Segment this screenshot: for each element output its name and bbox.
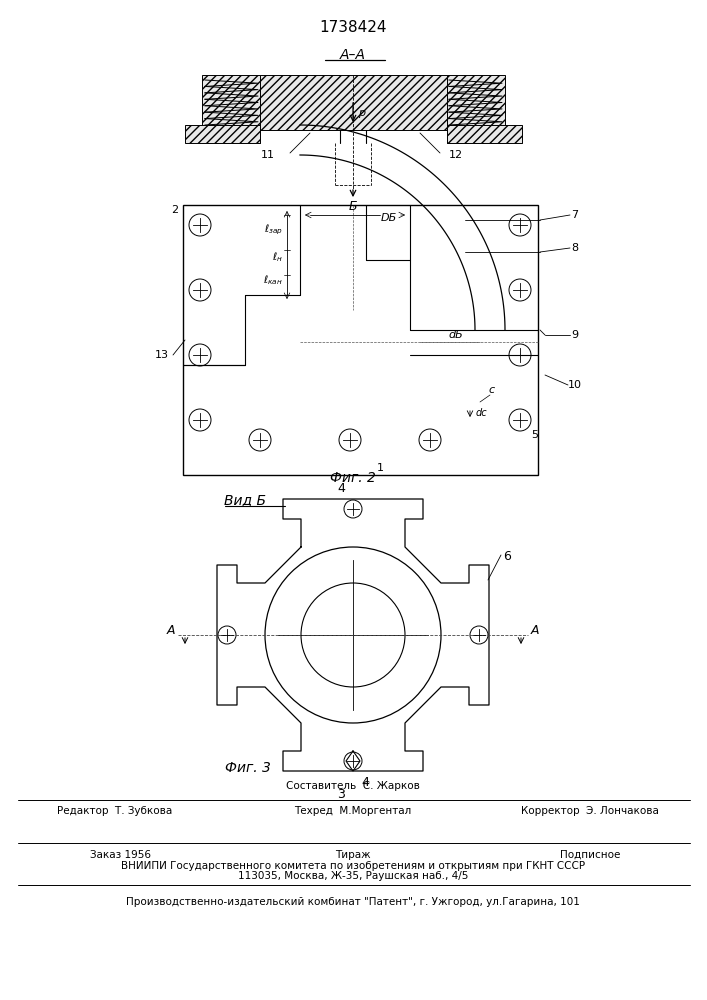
- Text: 3: 3: [337, 788, 345, 802]
- Bar: [183, 205, 538, 475]
- Text: 5: 5: [532, 430, 539, 440]
- Text: 2: 2: [171, 205, 179, 215]
- Text: Тираж: Тираж: [335, 850, 370, 860]
- Text: Фиг. 2: Фиг. 2: [330, 471, 376, 485]
- Text: 1: 1: [377, 463, 383, 473]
- Bar: [447, 75, 505, 130]
- Text: 1738424: 1738424: [320, 20, 387, 35]
- Text: A: A: [531, 624, 539, 637]
- Text: c: c: [489, 385, 495, 395]
- Text: A–A: A–A: [340, 48, 366, 62]
- Text: 113035, Москва, Ж-35, Раушская наб., 4/5: 113035, Москва, Ж-35, Раушская наб., 4/5: [238, 871, 468, 881]
- Bar: [260, 75, 447, 130]
- Text: A: A: [167, 624, 175, 637]
- Text: 13: 13: [155, 350, 169, 360]
- Bar: [447, 130, 505, 143]
- Bar: [447, 125, 522, 143]
- Text: ВНИИПИ Государственного комитета по изобретениям и открытиям при ГКНТ СССР: ВНИИПИ Государственного комитета по изоб…: [121, 861, 585, 871]
- Text: Техред  М.Моргентал: Техред М.Моргентал: [294, 806, 411, 816]
- Text: Редактор  Т. Зубкова: Редактор Т. Зубкова: [57, 806, 173, 816]
- Bar: [202, 130, 260, 143]
- Text: dБ: dБ: [449, 330, 463, 340]
- Text: Производственно-издательский комбинат "Патент", г. Ужгород, ул.Гагарина, 101: Производственно-издательский комбинат "П…: [126, 897, 580, 907]
- Text: 10: 10: [568, 380, 582, 390]
- Text: Составитель  С. Жарков: Составитель С. Жарков: [286, 781, 420, 791]
- Text: 11: 11: [261, 150, 275, 160]
- Text: DБ: DБ: [381, 213, 397, 223]
- Text: 4: 4: [337, 483, 345, 495]
- Text: dс: dс: [476, 408, 488, 418]
- Text: 7: 7: [571, 210, 578, 220]
- Text: Фиг. 3: Фиг. 3: [225, 761, 271, 775]
- Text: 6: 6: [503, 550, 511, 564]
- Bar: [185, 125, 260, 143]
- Text: $\ell_{зар}$: $\ell_{зар}$: [264, 223, 283, 237]
- Text: 8: 8: [571, 243, 578, 253]
- Text: Заказ 1956: Заказ 1956: [90, 850, 151, 860]
- Text: Вид Б: Вид Б: [224, 493, 266, 507]
- Text: 12: 12: [449, 150, 463, 160]
- Text: Б: Б: [349, 200, 357, 214]
- Text: $\ell_{н}$: $\ell_{н}$: [272, 250, 283, 264]
- Text: Подписное: Подписное: [560, 850, 620, 860]
- Bar: [202, 75, 260, 130]
- Text: р: р: [358, 108, 365, 118]
- Text: 4: 4: [361, 776, 369, 790]
- Text: $\ell_{кан}$: $\ell_{кан}$: [263, 273, 283, 287]
- Text: 9: 9: [571, 330, 578, 340]
- Text: Корректор  Э. Лончакова: Корректор Э. Лончакова: [521, 806, 659, 816]
